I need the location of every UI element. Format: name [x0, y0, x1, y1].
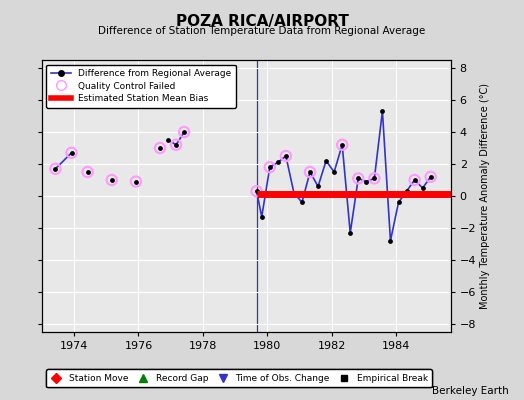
Point [338, 142, 346, 148]
Point [274, 159, 282, 166]
Point [290, 190, 298, 196]
Point [370, 175, 378, 182]
Point [402, 188, 411, 194]
Point [306, 169, 314, 175]
Point [338, 142, 346, 148]
Point [107, 177, 116, 183]
Point [51, 166, 60, 172]
Point [419, 185, 427, 191]
Point [172, 142, 180, 148]
Point [83, 169, 92, 175]
Point [68, 150, 76, 156]
Y-axis label: Monthly Temperature Anomaly Difference (°C): Monthly Temperature Anomaly Difference (… [481, 83, 490, 309]
Point [253, 188, 261, 194]
Point [172, 142, 180, 148]
Point [427, 174, 435, 180]
Legend: Station Move, Record Gap, Time of Obs. Change, Empirical Break: Station Move, Record Gap, Time of Obs. C… [47, 369, 432, 387]
Point [253, 188, 261, 194]
Point [427, 174, 435, 180]
Point [180, 129, 188, 135]
Point [362, 178, 370, 185]
Point [107, 177, 116, 183]
Point [257, 214, 266, 220]
Point [156, 145, 164, 151]
Text: POZA RICA/AIRPORT: POZA RICA/AIRPORT [176, 14, 348, 29]
Point [180, 129, 188, 135]
Point [83, 169, 92, 175]
Text: Berkeley Earth: Berkeley Earth [432, 386, 508, 396]
Point [346, 230, 354, 236]
Point [330, 169, 339, 175]
Point [282, 153, 290, 159]
Point [68, 150, 76, 156]
Point [282, 153, 290, 159]
Point [370, 175, 378, 182]
Point [322, 158, 330, 164]
Point [132, 178, 140, 185]
Text: Difference of Station Temperature Data from Regional Average: Difference of Station Temperature Data f… [99, 26, 425, 36]
Point [410, 177, 419, 183]
Point [298, 199, 306, 206]
Point [266, 164, 274, 170]
Point [354, 175, 363, 182]
Point [306, 169, 314, 175]
Point [395, 199, 403, 206]
Point [378, 108, 387, 114]
Point [410, 177, 419, 183]
Point [51, 166, 60, 172]
Point [266, 164, 274, 170]
Point [164, 137, 172, 143]
Point [354, 175, 363, 182]
Point [156, 145, 164, 151]
Point [314, 183, 322, 190]
Point [386, 238, 395, 244]
Point [132, 178, 140, 185]
